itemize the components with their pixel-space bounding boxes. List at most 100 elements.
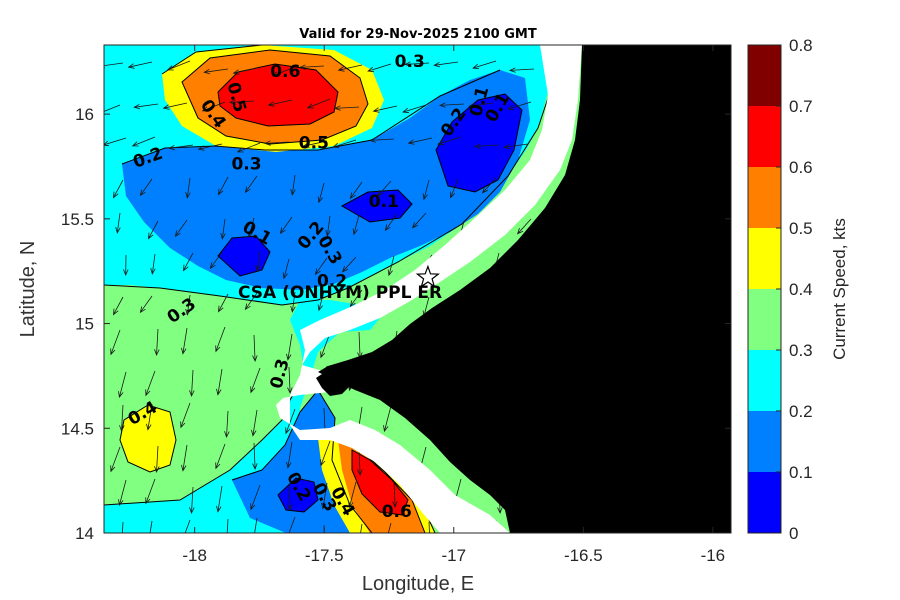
current-arrow bbox=[215, 326, 226, 353]
current-arrow bbox=[232, 67, 258, 75]
x-tick-label: -17.5 bbox=[305, 546, 344, 565]
band-0.1-0.2-north bbox=[122, 70, 530, 290]
current-arrow bbox=[481, 177, 497, 194]
colorbar-segment bbox=[748, 289, 781, 350]
current-arrow bbox=[348, 481, 357, 509]
colorbar-segment bbox=[748, 228, 781, 289]
current-arrow bbox=[185, 294, 191, 316]
band-0-0.1-center bbox=[342, 190, 412, 222]
current-arrow bbox=[516, 218, 532, 235]
current-arrow bbox=[428, 521, 430, 533]
colorbar-label: Current Speed, kts bbox=[830, 218, 849, 360]
current-arrow bbox=[252, 442, 258, 471]
current-arrow bbox=[255, 250, 261, 272]
y-tick-label: 15.5 bbox=[61, 210, 94, 229]
x-axis-ticks: -18 -17.5 -17 -16.5 -16 bbox=[182, 45, 725, 565]
band-0-0.1-west bbox=[218, 236, 270, 276]
current-arrow bbox=[376, 180, 392, 197]
contour-line bbox=[340, 189, 413, 223]
current-arrow bbox=[150, 253, 156, 275]
current-arrow bbox=[508, 67, 535, 73]
x-axis-label: Longitude, E bbox=[362, 573, 474, 595]
current-arrow bbox=[236, 142, 261, 153]
colorbar-segment bbox=[748, 472, 781, 533]
current-arrow bbox=[290, 174, 296, 196]
colorbar-ticks: 0 0.1 0.2 0.3 0.4 0.5 0.6 0.7 0.8 bbox=[776, 36, 813, 543]
current-arrow bbox=[287, 483, 293, 512]
contour-label: 0.6 bbox=[270, 62, 300, 82]
y-axis-ticks: 14 14.5 15 15.5 16 bbox=[61, 105, 731, 543]
band-0.6-0.7-south bbox=[352, 450, 408, 515]
colorbar-tick-label: 0.7 bbox=[789, 97, 813, 116]
station-star-icon bbox=[415, 264, 440, 288]
current-arrow bbox=[402, 104, 427, 114]
colorbar-tick-label: 0 bbox=[789, 524, 798, 543]
current-arrow bbox=[472, 60, 497, 70]
current-arrow bbox=[184, 519, 191, 533]
current-arrow bbox=[320, 440, 331, 467]
current-arrow bbox=[218, 176, 229, 196]
contour-line bbox=[119, 404, 177, 473]
station-label: CSA (ONHYM) PPL ER bbox=[238, 283, 442, 303]
current-arrow bbox=[349, 181, 363, 200]
current-arrow bbox=[332, 139, 357, 149]
y-tick-label: 15 bbox=[75, 315, 94, 334]
current-arrow bbox=[189, 486, 195, 515]
current-arrow bbox=[357, 448, 363, 477]
current-arrow bbox=[286, 441, 293, 469]
current-arrow bbox=[438, 102, 465, 108]
x-tick-label: -17 bbox=[441, 546, 466, 565]
current-arrow bbox=[271, 66, 296, 77]
contour-line bbox=[435, 93, 523, 193]
current-arrow bbox=[333, 105, 360, 111]
current-arrow bbox=[244, 175, 258, 194]
current-arrow bbox=[372, 105, 398, 113]
current-arrow bbox=[149, 520, 153, 533]
current-arrow bbox=[181, 327, 188, 355]
current-arrow bbox=[113, 296, 124, 316]
current-arrow bbox=[437, 136, 462, 146]
current-arrow bbox=[139, 178, 153, 197]
y-axis-label: Latitude, N bbox=[17, 241, 39, 338]
current-arrow bbox=[104, 137, 127, 147]
current-arrow bbox=[131, 136, 156, 147]
current-arrow bbox=[250, 484, 261, 511]
colorbar bbox=[748, 45, 781, 533]
current-arrow bbox=[209, 251, 223, 270]
current-arrow bbox=[384, 213, 398, 232]
colorbar-tick-label: 0.1 bbox=[789, 463, 813, 482]
contour-line bbox=[104, 91, 551, 306]
current-arrow bbox=[215, 443, 226, 470]
current-arrow bbox=[252, 334, 258, 363]
contour-label: 0.1 bbox=[369, 192, 399, 212]
y-tick-label: 14 bbox=[75, 524, 94, 543]
current-arrow bbox=[433, 61, 459, 68]
colorbar-segment bbox=[748, 350, 781, 411]
current-arrow bbox=[267, 99, 293, 107]
current-arrow bbox=[247, 217, 255, 239]
current-arrow bbox=[113, 179, 124, 199]
plot-title: Valid for 29-Nov-2025 2100 GMT bbox=[299, 27, 537, 42]
band-0-0.1-east bbox=[436, 94, 522, 192]
current-arrow bbox=[228, 99, 255, 105]
current-arrow bbox=[203, 68, 229, 75]
x-tick-label: -16 bbox=[701, 546, 726, 565]
current-arrow bbox=[119, 404, 125, 433]
contour-label: 0.3 bbox=[395, 52, 425, 72]
current-arrow bbox=[349, 289, 363, 308]
current-arrow bbox=[473, 143, 500, 149]
current-arrow bbox=[127, 61, 153, 69]
current-arrow bbox=[162, 102, 188, 110]
current-arrow bbox=[201, 101, 226, 112]
current-arrow bbox=[337, 64, 363, 72]
axes-frame bbox=[103, 44, 732, 534]
contour-line bbox=[161, 45, 263, 75]
contour-line bbox=[217, 235, 271, 277]
current-arrow bbox=[139, 295, 153, 314]
contour-label: 0.6 bbox=[382, 502, 412, 522]
current-arrow bbox=[174, 219, 188, 238]
band-0-0.1-south bbox=[278, 478, 318, 512]
current-arrow bbox=[407, 137, 433, 145]
current-arrow bbox=[387, 522, 392, 533]
